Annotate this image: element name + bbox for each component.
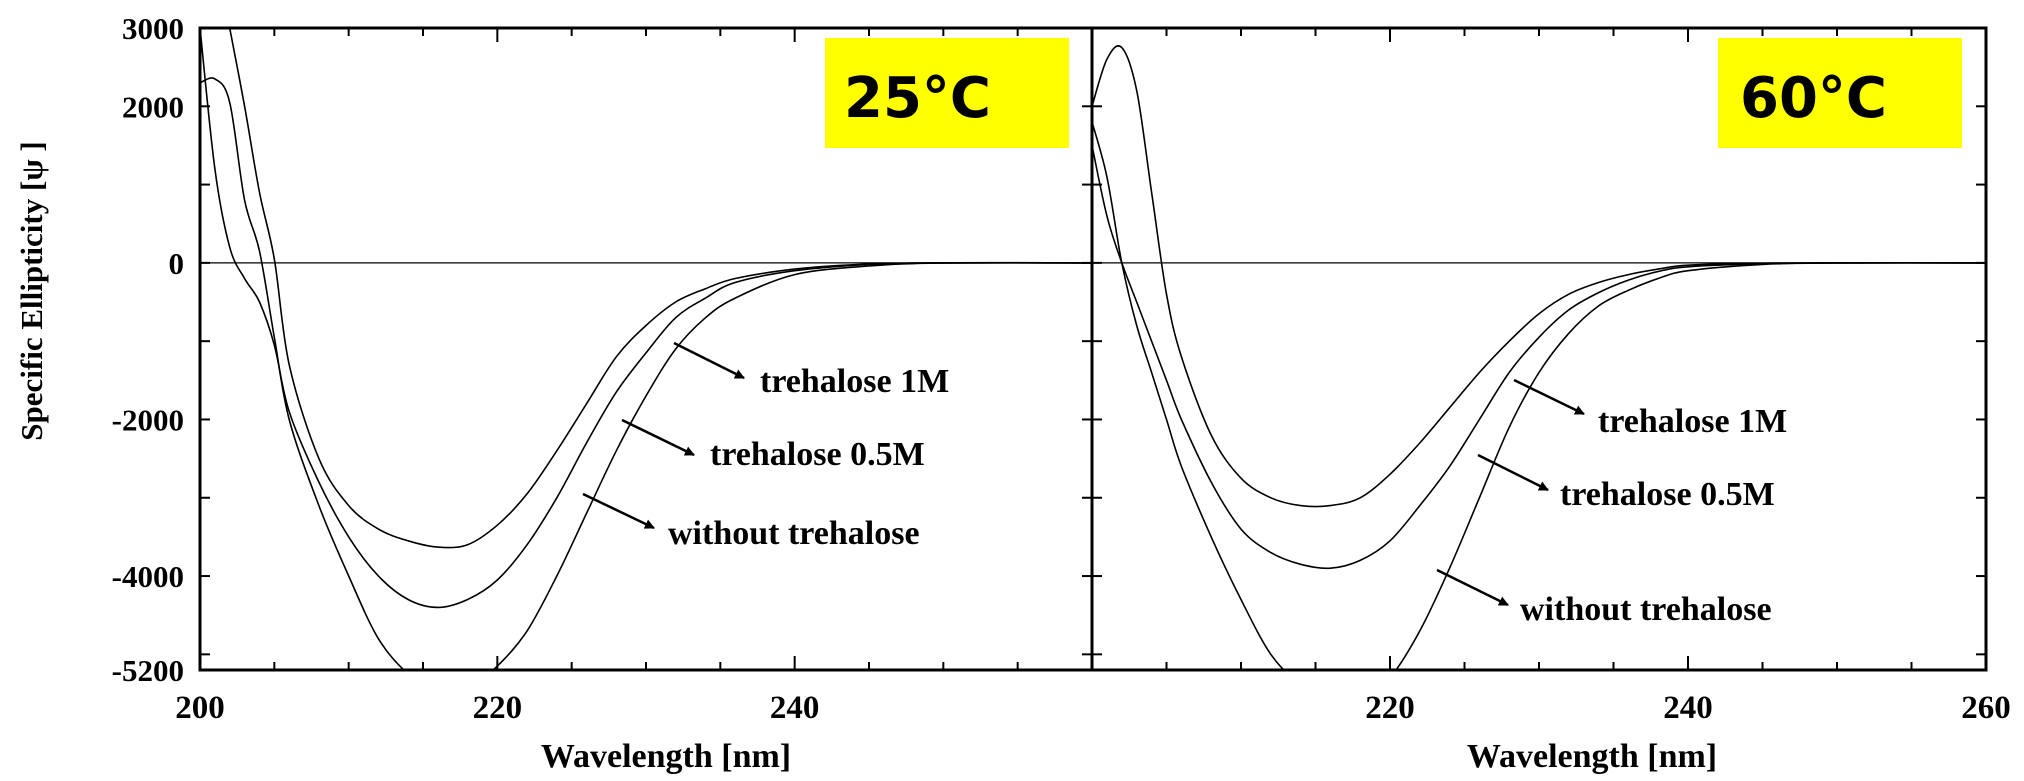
legend-label-trehalose-05m-25c: trehalose 0.5M	[710, 436, 925, 473]
x-tick-label-25c: 240	[770, 690, 820, 726]
tick-labels-25c: 200 220 240 3000 2000 0 -2000 -4000 -5200	[112, 11, 820, 726]
legend-label-trehalose-1m-60c: trehalose 1M	[1598, 403, 1787, 440]
series-group-25c	[200, 28, 1092, 670]
series-line-without-trehalose-60c	[1092, 121, 1986, 670]
arrow-trehalose-1m-60c	[1513, 378, 1585, 416]
series-line-trehalose-1m-60c	[1092, 45, 1986, 508]
tick-labels-60c: 220 240 260	[1365, 690, 2011, 726]
series-line-without-trehalose-25c	[200, 77, 1092, 670]
ticks-60c	[1091, 27, 1987, 670]
x-tick-label-25c: 220	[473, 690, 523, 726]
arrow-trehalose-05m-60c	[1477, 453, 1549, 492]
y-tick-label-25c: -2000	[112, 402, 184, 437]
temp-badge-60c: 60°C	[1718, 38, 1962, 148]
annotations-25c: trehalose 1M trehalose 0.5M without treh…	[582, 341, 949, 552]
ticks-25c	[199, 27, 1093, 670]
series-line-trehalose-0-5m-25c	[200, 28, 1092, 609]
x-tick-label-60c: 240	[1663, 690, 1713, 726]
annotations-60c: trehalose 1M trehalose 0.5M without treh…	[1436, 378, 1787, 628]
panel-60c: 220 240 260 Wavelength [nm] 60°C trehalose…	[1090, 26, 2011, 775]
y-tick-label-25c: 3000	[122, 11, 184, 46]
y-axis-label: Specific Ellipticity [ψ ]	[14, 141, 49, 440]
legend-label-trehalose-1m-25c: trehalose 1M	[760, 363, 949, 400]
x-tick-label-60c: 220	[1365, 690, 1415, 726]
series-line-trehalose-0-5m-60c	[1092, 145, 1986, 570]
x-tick-label-60c: 260	[1961, 690, 2011, 726]
arrow-without-trehalose-60c	[1436, 568, 1509, 607]
legend-label-without-trehalose-25c: without trehalose	[668, 515, 920, 552]
legend-label-trehalose-05m-60c: trehalose 0.5M	[1560, 476, 1775, 513]
series-group-60c	[1092, 45, 1986, 670]
panel-25c: 200 220 240 3000 2000 0 -2000 -4000 -5200 Wavele…	[112, 11, 1094, 775]
series-line-trehalose-1m-25c	[228, 28, 1092, 549]
x-axis-label-60c: Wavelength [nm]	[1467, 738, 1717, 775]
arrow-trehalose-05m-25c	[621, 418, 695, 457]
arrow-trehalose-1m-25c	[673, 341, 745, 380]
temp-badge-label-60c: 60°C	[1740, 66, 1887, 131]
y-tick-label-25c: 0	[169, 246, 185, 281]
temp-badge-label-25c: 25°C	[844, 66, 991, 131]
temp-badge-bg-60c	[1718, 38, 1962, 148]
arrow-without-trehalose-25c	[582, 492, 655, 530]
y-tick-label-25c: 2000	[122, 89, 184, 124]
y-tick-label-25c: -4000	[112, 559, 184, 594]
x-tick-label-25c: 200	[175, 690, 225, 726]
temp-badge-25c: 25°C	[825, 38, 1069, 148]
x-axis-label-25c: Wavelength [nm]	[541, 738, 791, 775]
y-tick-label-25c: -5200	[112, 653, 184, 688]
temp-badge-bg-25c	[825, 38, 1069, 148]
legend-label-without-trehalose-60c: without trehalose	[1520, 591, 1772, 628]
